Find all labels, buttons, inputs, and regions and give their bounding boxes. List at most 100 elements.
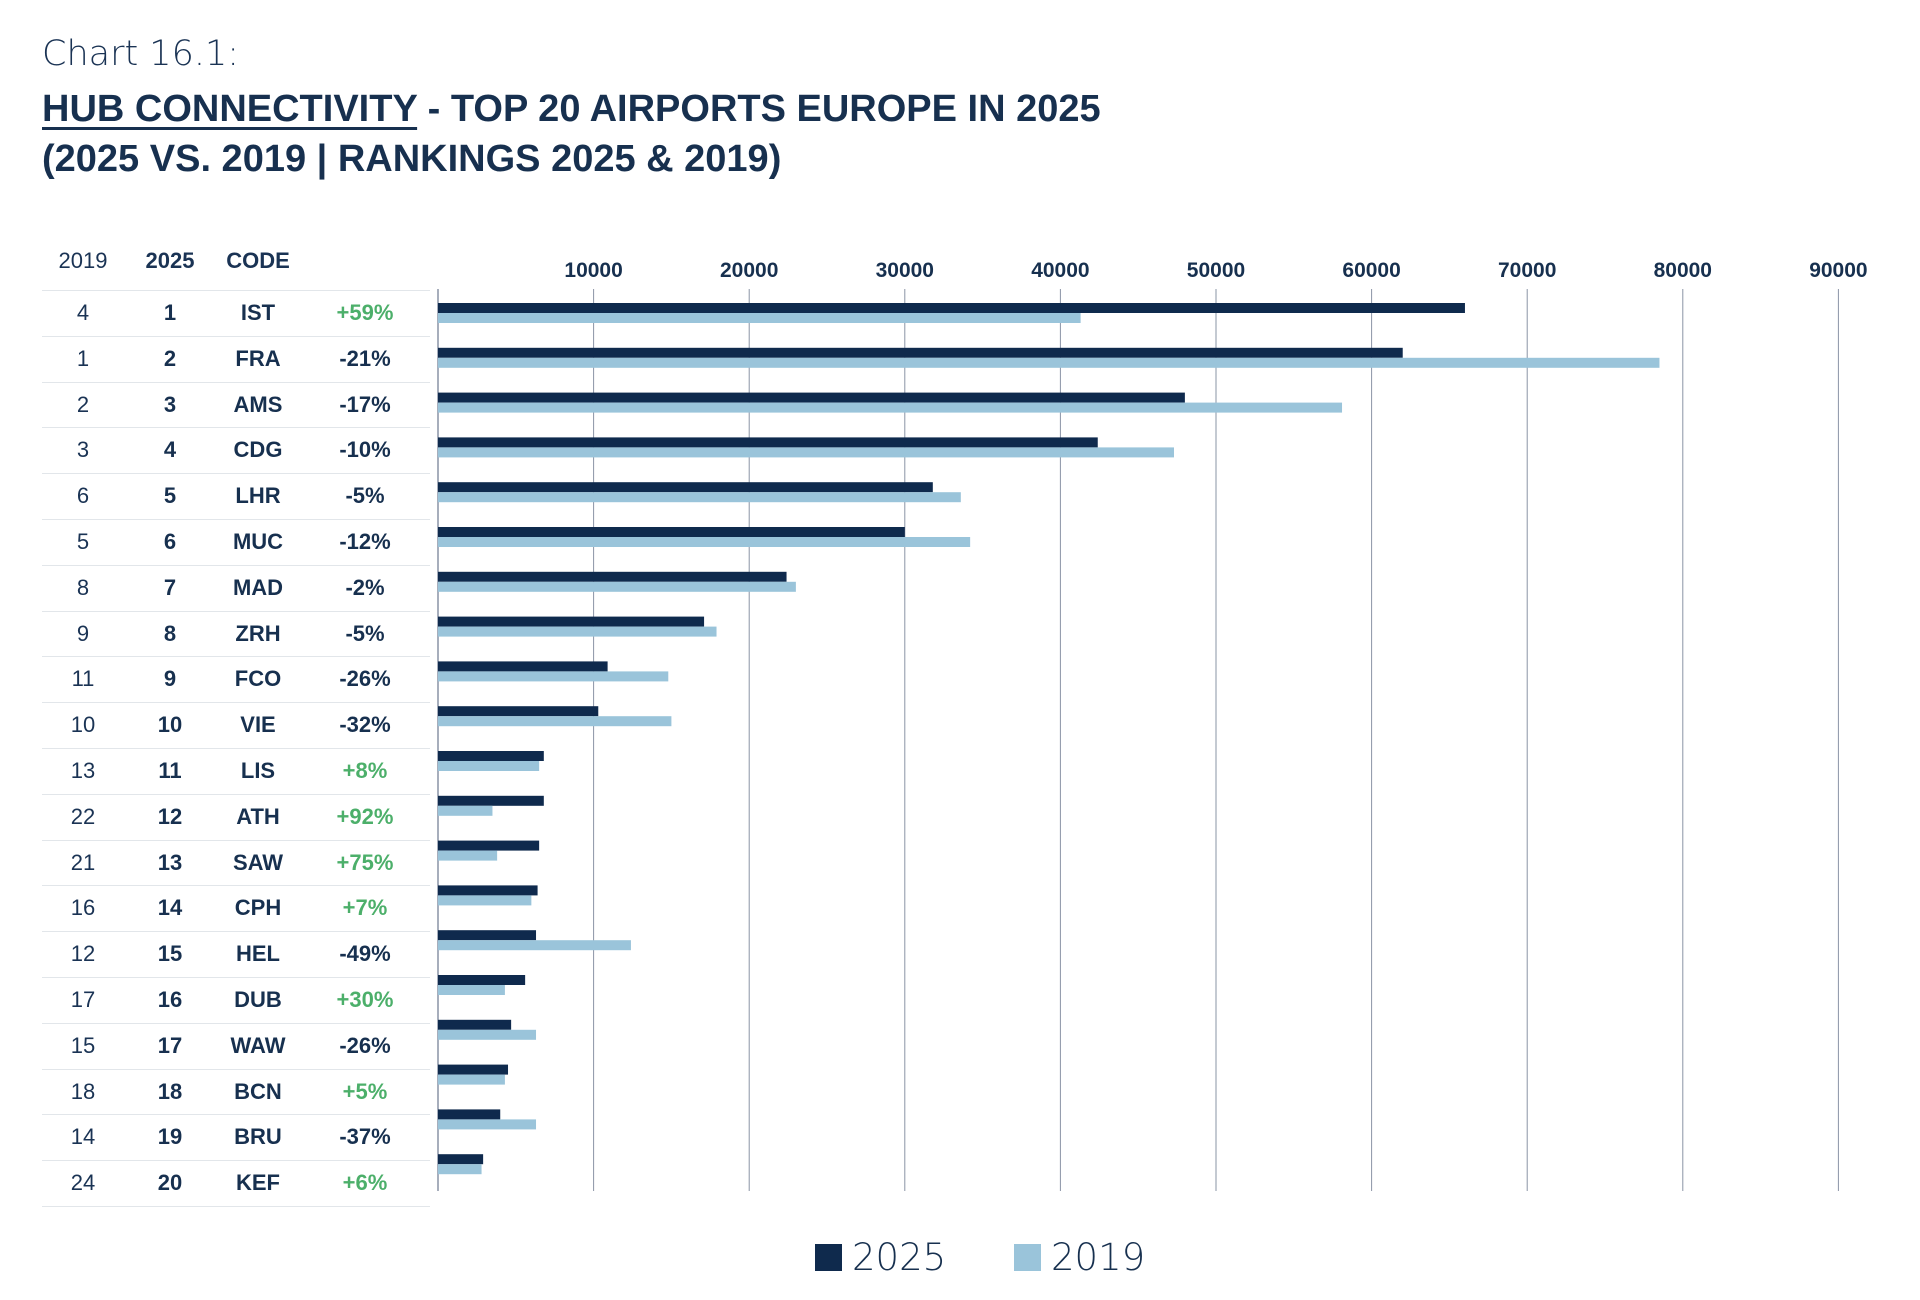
change-cell: +30% (336, 986, 394, 1012)
legend-label-2025: 2025 (852, 1236, 947, 1279)
rank-2025-cell: 6 (163, 528, 177, 554)
change-cell: -32% (339, 712, 391, 738)
change-cell: -5% (345, 620, 385, 646)
rank-2025-cell: 14 (157, 895, 183, 921)
change-cell: -2% (345, 574, 385, 600)
airport-code-cell: FCO (234, 666, 282, 692)
legend-item-2025: 2025 (815, 1236, 946, 1279)
rank-2025-cell: 1 (163, 300, 177, 325)
airport-code-cell: LHR (235, 483, 281, 509)
rank-2025-cell: 13 (157, 849, 183, 875)
bar-2025-BRU (438, 1109, 501, 1120)
change-cell: -26% (339, 1032, 391, 1058)
table-row: 24 20 KEF +6% (42, 1161, 430, 1207)
table-row: 2 3 AMS -17% (42, 383, 430, 429)
rank-2025-cell: 20 (157, 1170, 183, 1196)
table-row: 6 5 LHR -5% (42, 474, 430, 520)
bar-2025-VIE (438, 706, 599, 717)
table-row: 12 15 HEL -49% (42, 932, 430, 978)
bar-2019-FRA (438, 357, 1660, 368)
change-cell: -49% (339, 941, 391, 967)
rank-2025-cell: 7 (163, 574, 177, 600)
bar-2019-LHR (438, 492, 961, 503)
x-tick-label-90000: 90000 (1809, 259, 1867, 282)
change-cell: -26% (339, 666, 391, 692)
airport-code-cell: IST (240, 300, 276, 325)
bar-2025-BCN (438, 1064, 509, 1075)
airport-code-cell: ZRH (235, 620, 281, 646)
chart-title: HUB CONNECTIVITY - TOP 20 AIRPORTS EUROP… (42, 84, 1101, 184)
bar-2025-FRA (438, 347, 1403, 358)
rank-2025-cell: 10 (157, 712, 183, 738)
bar-2019-ZRH (438, 626, 717, 637)
rank-2019-cell: 12 (70, 941, 96, 967)
rank-2019-cell: 18 (70, 1078, 96, 1104)
bar-2019-BCN (438, 1074, 505, 1085)
table-row: 3 4 CDG -10% (42, 428, 430, 475)
rank-2019-cell: 8 (76, 574, 90, 600)
change-cell: +6% (342, 1170, 388, 1196)
legend-item-2019: 2019 (1014, 1236, 1145, 1279)
airport-code-cell: FRA (235, 345, 281, 371)
bar-2019-BRU (438, 1119, 537, 1130)
change-cell: +5% (342, 1078, 388, 1104)
change-cell: -5% (345, 483, 385, 509)
table-row: 11 9 FCO -26% (42, 657, 430, 704)
airport-code-cell: VIE (240, 712, 276, 738)
table-row: 13 11 LIS +8% (42, 749, 430, 795)
bar-2025-LHR (438, 482, 933, 493)
table-row: 9 8 ZRH -5% (42, 612, 430, 658)
bar-2019-CPH (438, 895, 532, 906)
rank-2025-cell: 11 (158, 757, 182, 783)
bar-2025-ZRH (438, 616, 705, 627)
legend-swatch-2019 (1014, 1244, 1041, 1271)
rank-2019-cell: 9 (76, 620, 90, 646)
bar-2025-KEF (438, 1154, 484, 1165)
airport-code-cell: CDG (233, 437, 283, 463)
column-header-2019: 2019 (58, 248, 108, 273)
bar-2019-WAW (438, 1029, 537, 1040)
bar-2025-MUC (438, 527, 905, 537)
rank-2025-cell: 9 (163, 666, 177, 692)
bar-2025-AMS (438, 392, 1185, 403)
rank-2025-cell: 17 (157, 1032, 183, 1058)
table-row: 22 12 ATH +92% (42, 795, 430, 841)
bar-2019-ATH (438, 805, 493, 816)
table-row: 15 17 WAW -26% (42, 1024, 430, 1070)
rank-2019-cell: 16 (70, 895, 96, 921)
airport-code-cell: BRU (234, 1124, 282, 1150)
bar-2025-HEL (438, 930, 537, 941)
bar-2019-MAD (438, 581, 796, 592)
bar-2019-IST (438, 313, 1081, 323)
rank-2025-cell: 19 (157, 1124, 183, 1150)
change-cell: +7% (342, 895, 388, 921)
rank-2019-cell: 3 (76, 437, 90, 463)
bar-2025-MAD (438, 571, 787, 582)
bar-2019-AMS (438, 402, 1343, 413)
x-tick-label-10000: 10000 (564, 259, 622, 282)
rank-2019-cell: 22 (70, 803, 96, 829)
column-header-2025: 2025 (145, 248, 195, 273)
x-tick-label-30000: 30000 (876, 259, 934, 282)
table-row: 1 2 FRA -21% (42, 337, 430, 383)
table-row: 18 18 BCN +5% (42, 1070, 430, 1116)
rank-2019-cell: 13 (70, 757, 96, 783)
table-row: 4 1 IST +59% (42, 290, 430, 337)
airport-code-cell: HEL (236, 941, 280, 967)
change-cell: -12% (339, 528, 391, 554)
bar-2019-HEL (438, 940, 631, 951)
chart-number: Chart 16.1: (42, 34, 240, 74)
airport-code-cell: AMS (233, 391, 283, 417)
bar-2025-DUB (438, 975, 526, 985)
legend-swatch-2025 (815, 1244, 842, 1271)
change-cell: +75% (336, 849, 394, 875)
airport-code-cell: MAD (232, 574, 284, 600)
change-cell: -37% (339, 1124, 391, 1150)
rank-2025-cell: 16 (157, 986, 183, 1012)
table-row: 8 7 MAD -2% (42, 566, 430, 612)
rank-2019-cell: 17 (70, 986, 96, 1012)
rank-2019-cell: 21 (70, 849, 96, 875)
rank-2019-cell: 11 (71, 666, 95, 692)
bar-2025-CDG (438, 437, 1098, 448)
change-cell: +92% (336, 803, 394, 829)
